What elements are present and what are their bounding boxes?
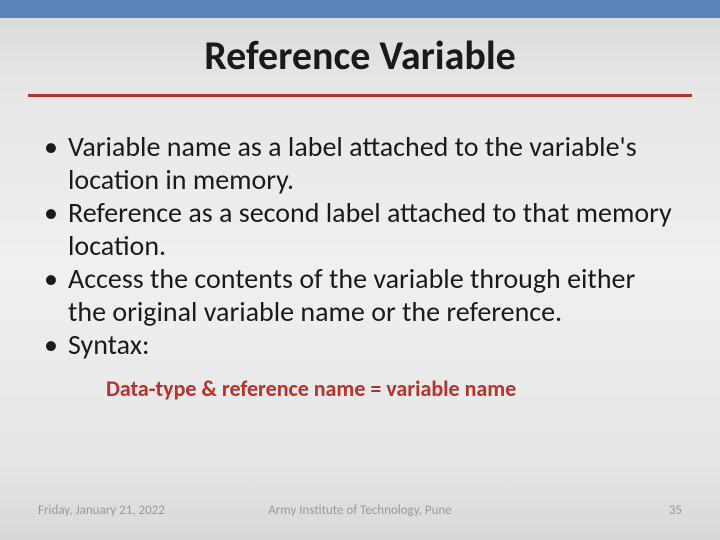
content-area: Variable name as a label attached to the… bbox=[38, 130, 674, 402]
slide: Reference Variable Variable name as a la… bbox=[0, 0, 720, 540]
footer-page-number: 35 bbox=[669, 503, 682, 518]
footer: Friday, January 21, 2022 Army Institute … bbox=[38, 503, 682, 518]
syntax-definition: Data-type & reference name = variable na… bbox=[38, 375, 674, 402]
bullet-item: Reference as a second label attached to … bbox=[38, 196, 674, 262]
title-container: Reference Variable bbox=[0, 34, 720, 78]
footer-date: Friday, January 21, 2022 bbox=[38, 503, 165, 518]
bullet-list: Variable name as a label attached to the… bbox=[38, 130, 674, 361]
bullet-item: Variable name as a label attached to the… bbox=[38, 130, 674, 196]
bullet-item: Syntax: bbox=[38, 328, 674, 361]
top-accent-bar bbox=[0, 0, 720, 18]
footer-org: Army Institute of Technology, Pune bbox=[268, 503, 451, 518]
title-underline bbox=[28, 94, 692, 97]
bullet-item: Access the contents of the variable thro… bbox=[38, 262, 674, 328]
slide-title: Reference Variable bbox=[204, 34, 516, 78]
